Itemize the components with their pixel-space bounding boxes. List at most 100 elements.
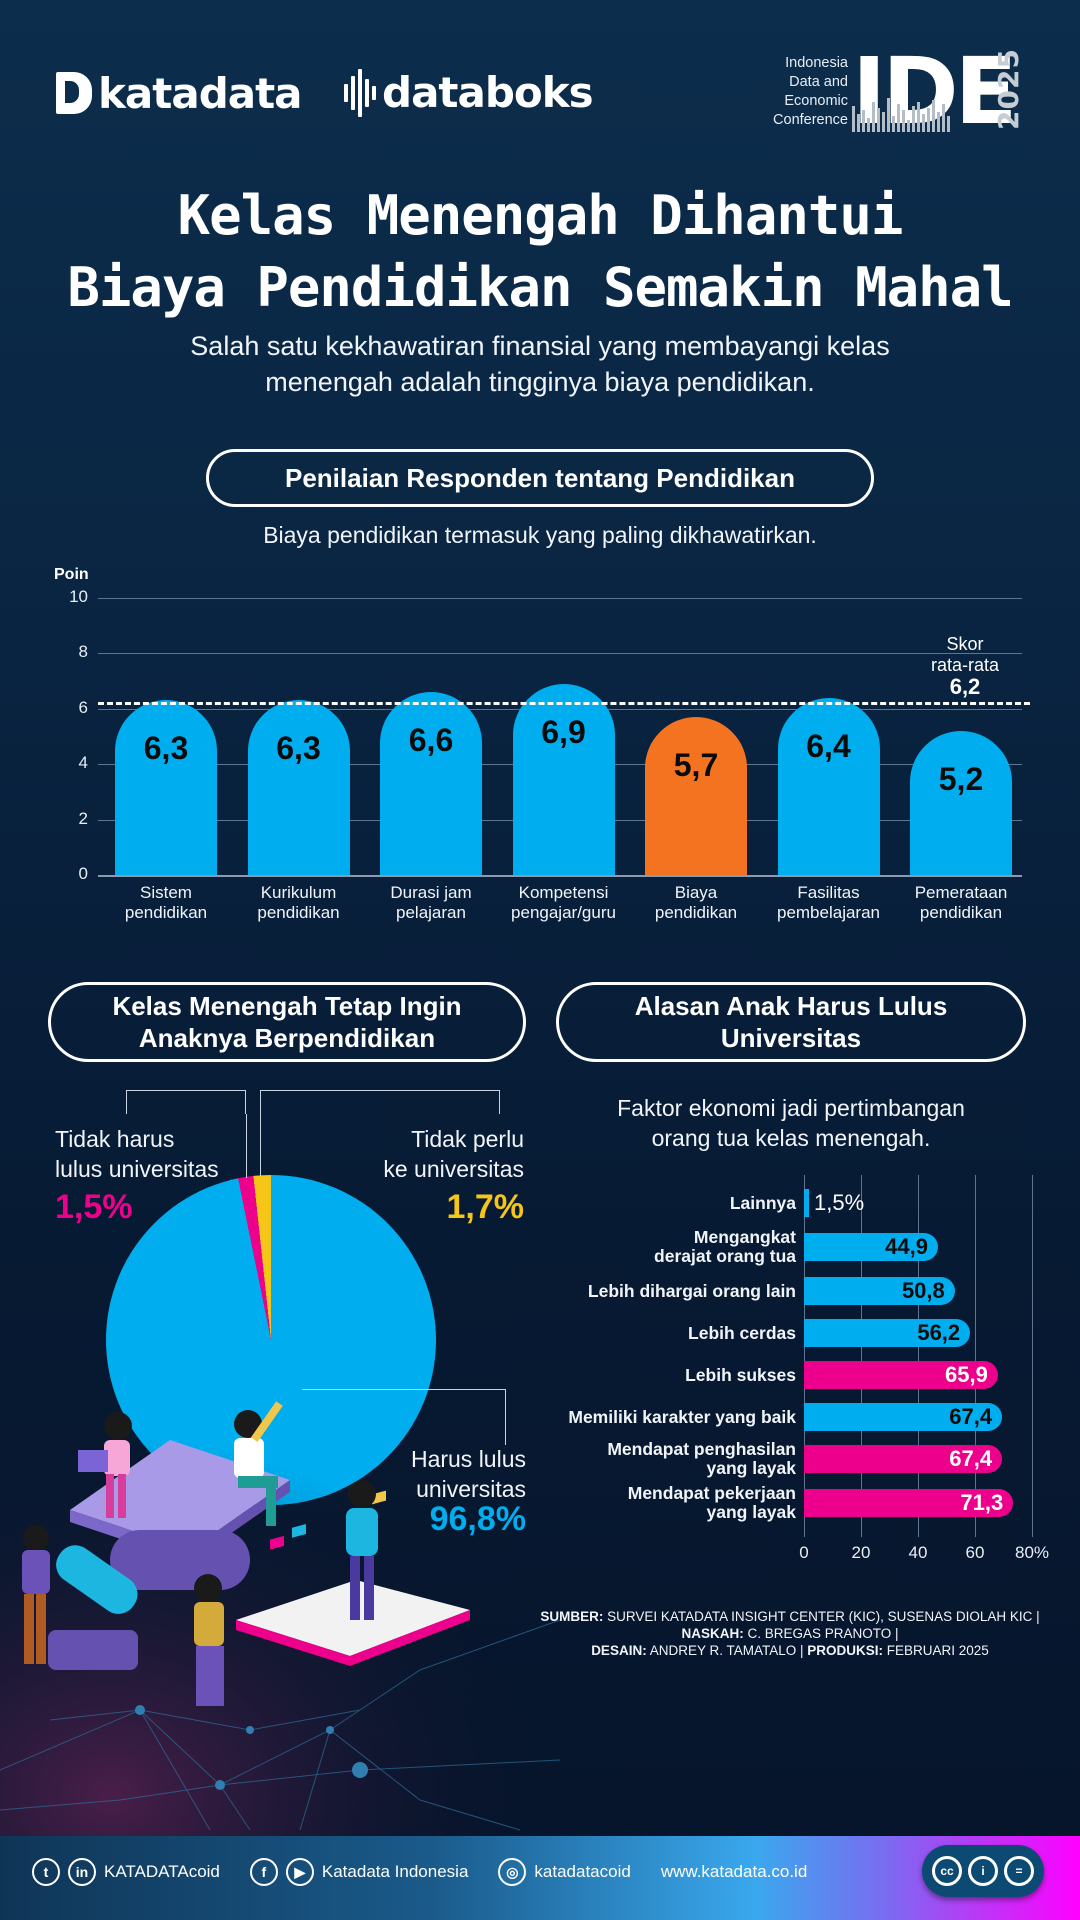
social-handle-instagram[interactable]: katadatacoid	[534, 1862, 631, 1881]
section2-heading: Kelas Menengah Tetap Ingin Anaknya Berpe…	[48, 982, 526, 1062]
x-axis-label: Kurikulum pendidikan	[234, 883, 364, 923]
bar-value: 67,4	[949, 1446, 993, 1471]
gridline	[98, 653, 1022, 655]
x-axis-label-line: pengajar/guru	[511, 903, 616, 922]
katadata-logo: katadata	[56, 68, 303, 118]
naskah-text: C. BREGAS PRANOTO |	[743, 1626, 899, 1641]
ide-subtitle: Indonesia Data and Economic Conference	[770, 54, 848, 130]
attribution-icon: i	[968, 1856, 998, 1886]
pie-label-tidak-perlu: Tidak perlu ke universitas	[340, 1124, 524, 1184]
instagram-icon[interactable]: ◎	[498, 1858, 527, 1886]
x-axis-label: Kompetensi pengajar/guru	[499, 883, 629, 923]
horizontal-bar: 44,9	[804, 1233, 938, 1261]
bar-category-label: Lebih dihargai orang lain	[534, 1281, 796, 1301]
y-axis-label: Poin	[54, 566, 89, 583]
bar-category-line: Mengangkat	[693, 1227, 796, 1247]
horizontal-bar: 71,3	[804, 1489, 1014, 1517]
gridline	[98, 598, 1022, 599]
bar-value: 5,2	[938, 760, 984, 797]
bar: 6,4	[777, 697, 880, 875]
pie-label-line: Tidak harus	[55, 1126, 175, 1152]
x-tick-label: 60	[965, 1543, 985, 1562]
katadata-wordmark: katadata	[98, 68, 303, 118]
bar-value: 44,9	[885, 1234, 928, 1259]
social-handle-katadatacoid[interactable]: KATADATAcoid	[104, 1862, 220, 1881]
x-axis-label-line: Biaya	[674, 883, 718, 902]
bar-value: 50,8	[901, 1278, 945, 1303]
page-title-line1: Kelas Menengah Dihantui	[177, 184, 904, 247]
x-axis-label: Durasi jam pelajaran	[366, 883, 496, 923]
bar-value: 65,9	[944, 1362, 988, 1387]
bar: 6,3	[247, 700, 350, 875]
x-axis-label-line: Fasilitas	[797, 883, 860, 902]
naskah-label: NASKAH:	[681, 1626, 744, 1641]
databoks-bars-icon	[344, 68, 376, 117]
facebook-icon[interactable]: f	[249, 1858, 278, 1886]
x-tick-label: 0	[799, 1543, 809, 1562]
databoks-wordmark: databoks	[382, 68, 594, 117]
x-axis-label-line: pelajaran	[396, 903, 466, 922]
bar-value: 67,4	[949, 1404, 993, 1429]
bar-category-line: Mendapat pekerjaan	[627, 1483, 796, 1503]
cc-icon: cc	[932, 1856, 962, 1886]
section1-heading: Penilaian Responden tentang Pendidikan	[206, 449, 874, 507]
page-subtitle-line2: menengah adalah tingginya biaya pendidik…	[265, 367, 815, 397]
bar: 5,7	[645, 717, 747, 875]
x-tick-label: 20	[851, 1543, 871, 1562]
x-axis-label: Pemerataan pendidikan	[896, 883, 1026, 923]
x-axis-label-line: pembelajaran	[776, 903, 880, 922]
y-tick-label: 4	[78, 753, 88, 773]
horizontal-bar: 1,5%	[804, 1189, 864, 1217]
y-tick-label: 10	[69, 587, 88, 606]
bar-category-line: Memiliki karakter yang baik	[568, 1406, 796, 1427]
horizontal-bar: 67,4	[804, 1445, 1003, 1473]
website-link[interactable]: www.katadata.co.id	[660, 1862, 808, 1881]
twitter-icon[interactable]: t	[32, 1858, 60, 1886]
gridline	[918, 1175, 919, 1537]
bar-category-label: Lainnya	[534, 1193, 796, 1213]
bar-category-line: Mendapat penghasilan	[607, 1439, 796, 1459]
bar-category-label: Mendapat penghasilan yang layak	[534, 1440, 796, 1478]
page-subtitle: Salah satu kekhawatiran finansial yang m…	[0, 328, 1080, 400]
page-title: Kelas Menengah Dihantui Biaya Pendidikan…	[0, 180, 1080, 324]
x-axis-label-line: pendidikan	[654, 903, 738, 922]
creative-commons-badge: cc i =	[922, 1845, 1044, 1897]
bar-value: 6,6	[408, 722, 454, 759]
x-axis-label-line: Pemerataan	[914, 883, 1008, 902]
pie-leader-line	[260, 1090, 500, 1114]
youtube-icon[interactable]: ▶	[285, 1858, 314, 1886]
average-value: 6,2	[949, 674, 981, 699]
horizontal-bar: 56,2	[804, 1319, 971, 1347]
x-axis-label-line: pendidikan	[257, 903, 340, 922]
x-axis-label-line: pendidikan	[919, 903, 1003, 922]
gridline	[975, 1175, 976, 1537]
social-handle-katadata-indonesia[interactable]: Katadata Indonesia	[321, 1862, 469, 1881]
desain-label: DESAIN:	[591, 1643, 647, 1658]
section3-caption-line2: orang tua kelas menengah.	[651, 1125, 931, 1151]
ide-2025-logo: Indonesia Data and Economic Conference I…	[770, 46, 1030, 138]
bar-category-label: Mendapat pekerjaan yang layak	[534, 1484, 796, 1522]
produksi-text: FEBRUARI 2025	[883, 1643, 989, 1658]
average-score-label: Skor rata-rata 6,2	[920, 634, 1010, 699]
no-derivatives-icon: =	[1004, 1856, 1034, 1886]
bar-category-label: Lebih sukses	[534, 1365, 796, 1385]
ide-subtitle-line: Data and	[789, 74, 848, 90]
ide-subtitle-line: Conference	[773, 112, 848, 128]
pie-label-line: lulus universitas	[55, 1156, 219, 1182]
horizontal-bar: 67,4	[804, 1403, 1003, 1431]
linkedin-icon[interactable]: in	[68, 1858, 96, 1886]
x-axis-label: Fasilitas pembelajaran	[764, 883, 894, 923]
average-dashed-line	[98, 702, 1030, 706]
ide-subtitle-line: Indonesia	[785, 55, 848, 71]
source-label: SUMBER:	[540, 1609, 604, 1624]
x-axis-label: Sistem pendidikan	[101, 883, 231, 923]
x-axis-label-line: pendidikan	[124, 903, 208, 922]
average-label-line2: rata-rata	[930, 655, 1000, 675]
bar-category-line: derajat orang tua	[654, 1246, 796, 1266]
education-rating-bar-chart: Poin Skor rata-rata 6,2 0 2 4 6 8 10 6,3 Sistem…	[40, 560, 1040, 940]
source-credits: SUMBER: SURVEI KATADATA INSIGHT CENTER (…	[540, 1608, 1040, 1659]
pie-value-tidak-harus: 1,5%	[55, 1188, 133, 1226]
x-axis-label-line: Kurikulum	[260, 883, 337, 902]
pie-leader-line	[126, 1090, 246, 1114]
y-tick-label: 2	[78, 808, 88, 828]
